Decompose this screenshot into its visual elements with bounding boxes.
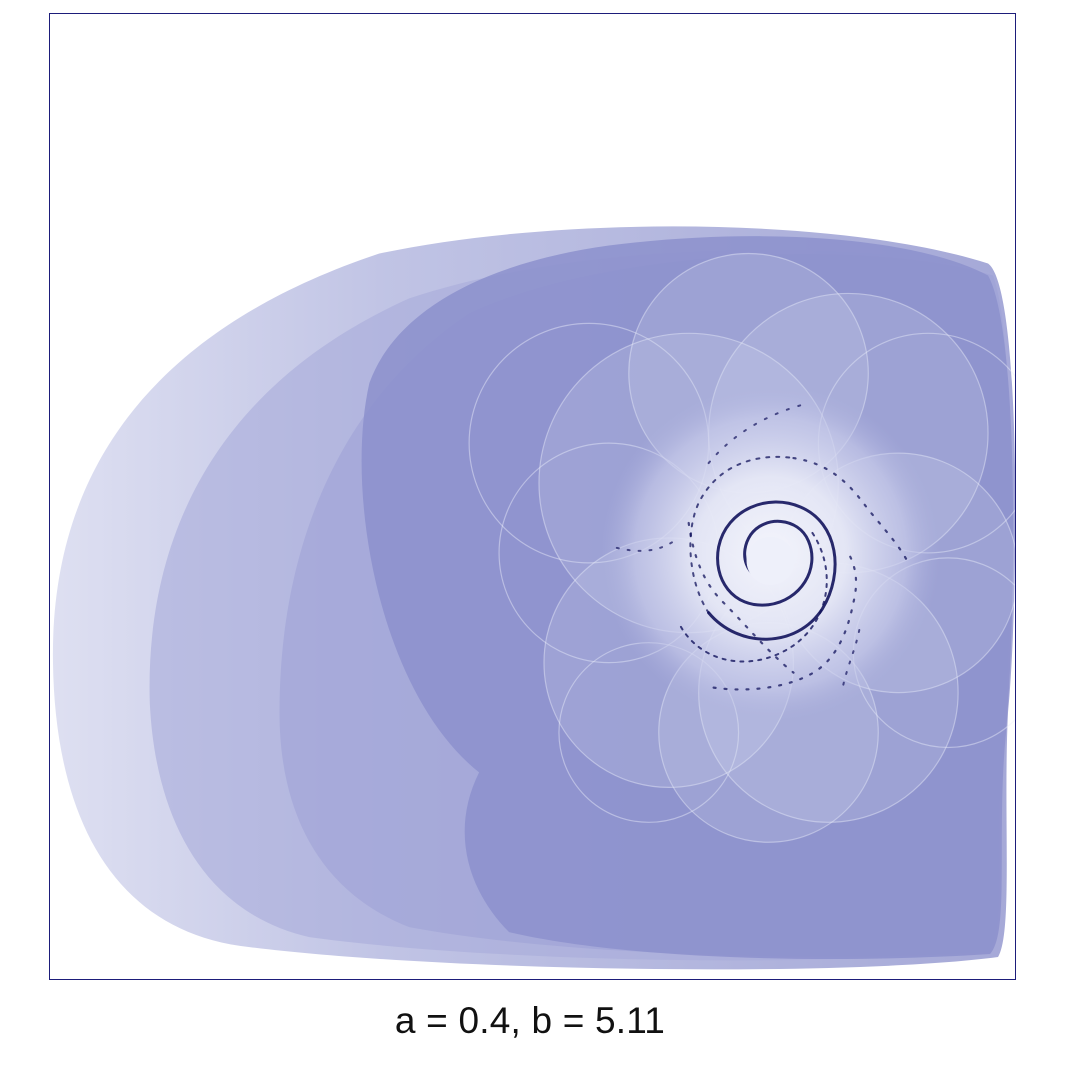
plot-frame [49,13,1016,980]
attractor-image [52,226,1015,970]
parameter-caption: a = 0.4, b = 5.11 [394,1000,666,1041]
spiral [615,402,910,691]
